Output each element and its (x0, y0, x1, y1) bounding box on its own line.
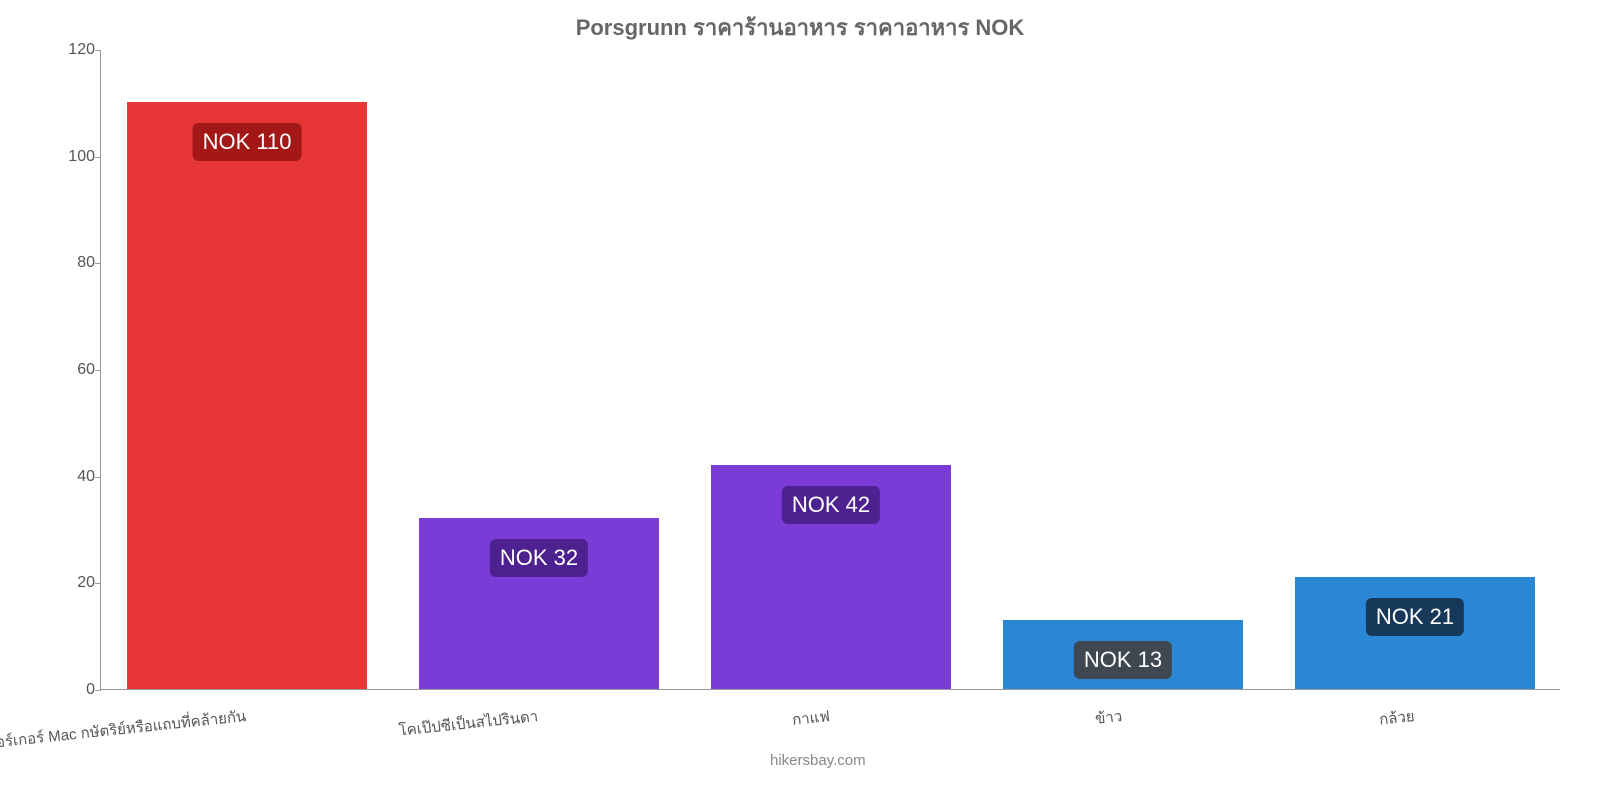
attribution-text: hikersbay.com (770, 752, 866, 769)
y-tick-mark (95, 157, 101, 158)
y-tick-label: 120 (51, 41, 95, 59)
chart-container: Porsgrunn ราคาร้านอาหาร ราคาอาหาร NOK 02… (0, 0, 1600, 800)
y-tick-label: 100 (51, 148, 95, 166)
bar (127, 102, 367, 689)
bar-value-badge: NOK 21 (1366, 598, 1464, 636)
bar-value-badge: NOK 42 (782, 486, 880, 524)
x-category-label: ข้าว (1094, 704, 1123, 731)
x-category-label: เบอร์เกอร์ Mac กษัตริย์หรือแถบที่คล้ายกั… (0, 704, 247, 756)
bar-value-badge: NOK 110 (193, 123, 302, 161)
x-category-label: กาแฟ (791, 704, 831, 732)
chart-title: Porsgrunn ราคาร้านอาหาร ราคาอาหาร NOK (0, 10, 1600, 45)
plot-area: 020406080100120NOK 110เบอร์เกอร์ Mac กษั… (100, 50, 1560, 690)
y-tick-mark (95, 583, 101, 584)
y-tick-mark (95, 690, 101, 691)
y-tick-mark (95, 50, 101, 51)
y-tick-label: 80 (51, 254, 95, 272)
y-tick-label: 0 (51, 681, 95, 699)
x-category-label: กล้วย (1377, 704, 1415, 732)
y-tick-label: 40 (51, 468, 95, 486)
y-tick-mark (95, 263, 101, 264)
bar-value-badge: NOK 13 (1074, 641, 1172, 679)
x-category-label: โคเป๊ปซีเป็นสไปรินดา (397, 704, 539, 743)
y-tick-label: 20 (51, 574, 95, 592)
y-tick-mark (95, 477, 101, 478)
y-tick-mark (95, 370, 101, 371)
bar-value-badge: NOK 32 (490, 539, 588, 577)
y-tick-label: 60 (51, 361, 95, 379)
